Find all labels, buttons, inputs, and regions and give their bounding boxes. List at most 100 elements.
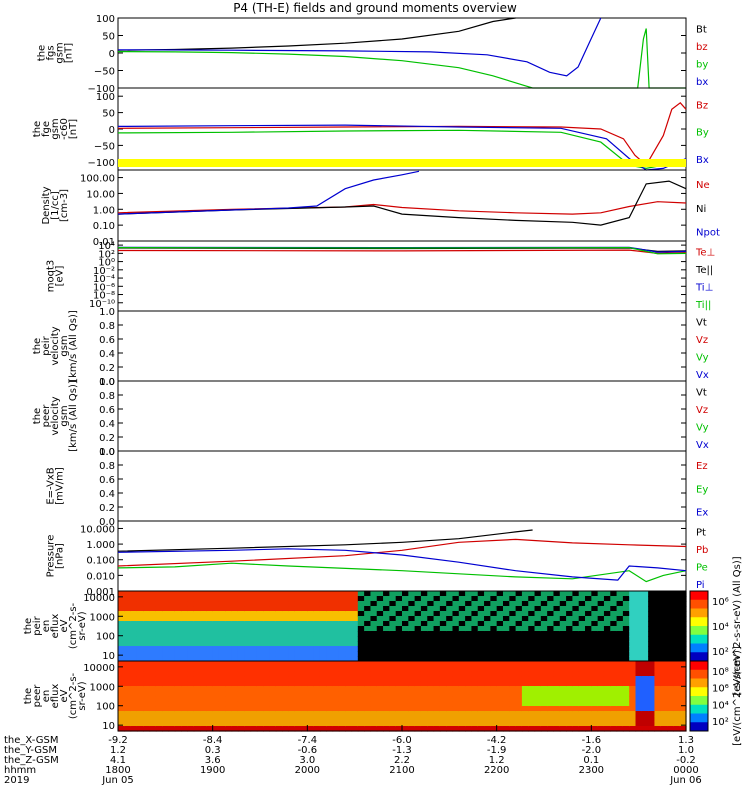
ytick-label: 1.000	[86, 540, 115, 551]
colorbar-tick: 10⁶	[712, 684, 729, 695]
xtick-value: -0.2	[676, 755, 696, 766]
legend-Pe: Pe	[696, 563, 708, 574]
xtick-value: 0.1	[583, 755, 599, 766]
ylabel-line: peir	[32, 615, 43, 635]
ytick-label: 10	[102, 651, 115, 662]
legend-Vz: Vz	[696, 405, 708, 416]
ylabel-line: gsm	[59, 405, 70, 426]
ylabel-line: [cm-3]	[59, 189, 70, 222]
ytick-label: 0.01	[93, 237, 115, 248]
xtick-value: 1.3	[678, 735, 694, 746]
ytick-label: −100	[88, 84, 115, 95]
ytick-label: 0.8	[99, 461, 115, 472]
series-Pi-line	[117, 548, 687, 581]
ylabel-line: moqt3	[46, 260, 57, 293]
ytick-label: 10⁻⁸	[93, 291, 115, 302]
legend-Vx: Vx	[696, 440, 709, 451]
legend-by: by	[696, 60, 708, 71]
ylabel-line: [1/cc]	[50, 191, 61, 220]
ylabel-line: fge	[41, 121, 52, 137]
ytick-label: 0.8	[99, 321, 115, 332]
legend-Te||: Te||	[695, 265, 713, 276]
ylabel-line: the	[23, 688, 34, 704]
panel-frame-4	[117, 310, 687, 382]
series-Bx-line	[117, 124, 687, 171]
colorbar-tick: 10⁶	[712, 597, 729, 608]
ytick-label: 100	[96, 14, 115, 25]
series-bx-line	[117, 17, 602, 77]
legend-Te⊥: Te⊥	[695, 248, 715, 259]
xtick-value: 2300	[579, 765, 604, 776]
series-Bz-line	[117, 101, 687, 167]
series-Ne-line	[117, 201, 687, 215]
ytick-label: 100	[96, 632, 115, 643]
ytick-label: 10.00	[86, 189, 115, 200]
xtick-value: 3.6	[205, 755, 221, 766]
ytick-label: 0.8	[99, 391, 115, 402]
legend-Bz: Bz	[696, 100, 708, 111]
legend-Ti||: Ti||	[695, 300, 711, 311]
ytick-label: 1.0	[99, 447, 115, 458]
legend-Vy: Vy	[696, 353, 709, 364]
ylabel-line: peer	[41, 404, 52, 428]
series-Npot-line	[117, 170, 420, 215]
ytick-label: 50	[102, 32, 115, 43]
ylabel-line: the	[23, 618, 34, 634]
legend-Vy: Vy	[696, 423, 709, 434]
series-Te⊥-line	[117, 249, 687, 255]
colorbar-tick: 10²	[712, 647, 729, 658]
series-Ni-line	[117, 180, 687, 226]
xtick-value: Jun 05	[101, 775, 134, 786]
ytick-label: 0.010	[86, 571, 115, 582]
panel-frame-5	[117, 380, 687, 452]
ytick-label: 0.4	[99, 489, 115, 500]
legend-Ne: Ne	[696, 180, 710, 191]
ylabel-line: [nPa]	[55, 543, 66, 569]
ytick-label: 0.0	[99, 447, 115, 458]
legend-Vt: Vt	[696, 388, 707, 399]
xtick-value: -1.3	[392, 745, 412, 756]
chart-title: P4 (TH-E) fields and ground moments over…	[233, 1, 517, 15]
ytick-label: 0.6	[99, 335, 115, 346]
ytick-label: 0.4	[99, 349, 115, 360]
panel-frame-6	[117, 450, 687, 522]
xtick-value: 0000	[673, 765, 698, 776]
ytick-label: 10000	[83, 663, 115, 674]
panel-frame-7	[117, 520, 687, 592]
colorbar-label: [eV/(cm^2-s-sr-eV)]	[732, 646, 743, 746]
panel-frame-3	[117, 240, 687, 312]
xtick-value: 2100	[389, 765, 414, 776]
ytick-label: 1.0	[99, 307, 115, 318]
legend-Ni: Ni	[696, 204, 706, 215]
xtick-value: 1.2	[489, 755, 505, 766]
ylabel-line: eflux	[50, 684, 61, 709]
legend-Ez: Ez	[696, 461, 708, 472]
colorbar	[689, 590, 709, 662]
ylabel-line: the	[37, 45, 48, 61]
ytick-label: 1000	[90, 612, 115, 623]
ytick-label: 10⁻²	[93, 266, 115, 277]
ytick-label: 10	[102, 721, 115, 732]
xtick-value: -1.9	[487, 745, 507, 756]
ylabel-line: [eV]	[55, 266, 66, 287]
ylabel-line: Density	[41, 186, 52, 224]
heatmap-9	[118, 661, 687, 732]
ylabel-line: [nT]	[68, 119, 79, 139]
legend-Pb: Pb	[696, 545, 708, 556]
ylabel-line: en	[41, 690, 52, 703]
legend-Vx: Vx	[696, 370, 709, 381]
ytick-label: 0.6	[99, 405, 115, 416]
xtick-value: -8.4	[203, 735, 223, 746]
ylabel-line: [km/s (All Qs)]	[68, 380, 79, 452]
xtick-value: 1.2	[110, 745, 126, 756]
series-Pe-line	[117, 562, 687, 583]
ylabel-line: gsm	[55, 42, 66, 63]
colorbar-tick: 10⁴	[712, 622, 729, 633]
ytick-label: −50	[94, 141, 115, 152]
legend-By: By	[696, 128, 709, 139]
colorbar-label: [eV/(cm^2-s-sr-eV) (All Qs)]	[732, 556, 743, 695]
xtick-value: -1.6	[582, 735, 602, 746]
ylabel-line: peer	[32, 684, 43, 708]
legend-Pt: Pt	[696, 528, 706, 539]
